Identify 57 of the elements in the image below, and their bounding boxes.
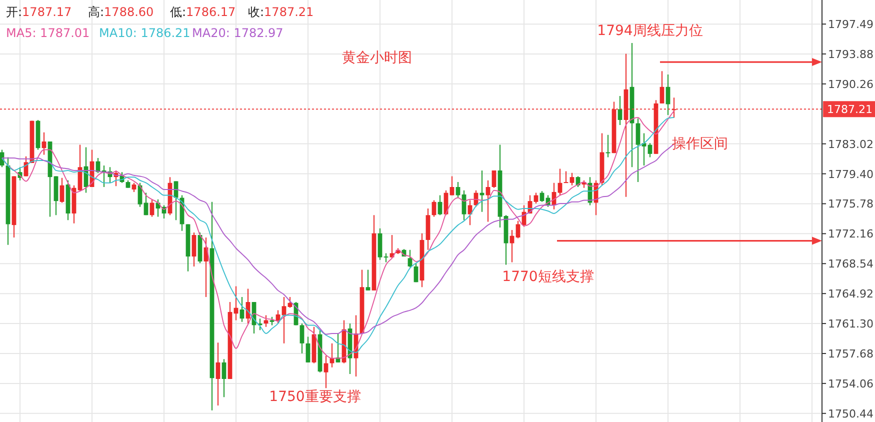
candlestick — [414, 262, 418, 283]
annotation: 开:1787.17 — [6, 5, 72, 19]
text: 黄金小时图 — [342, 50, 412, 66]
candlestick — [570, 172, 574, 186]
y-tick-label: 1779.40 — [828, 168, 874, 181]
text: MA20: 1782.97 — [192, 26, 284, 40]
candlestick — [324, 355, 328, 389]
y-tick-label: 1790.26 — [828, 78, 874, 91]
y-tick-label: 1793.88 — [828, 48, 874, 61]
annotation: 高:1788.60 — [88, 5, 154, 19]
candlestick — [648, 142, 652, 158]
ref-line-label: 1794周线压力位 — [597, 23, 703, 39]
candlestick — [438, 194, 442, 216]
candlestick — [264, 314, 268, 328]
candlestick — [300, 323, 304, 354]
candlestick — [216, 342, 220, 406]
candlestick — [132, 182, 136, 192]
annotation: 收:1787.21 — [248, 5, 314, 19]
ref-line-label: 1787.21 — [827, 103, 872, 116]
candlestick — [480, 170, 484, 212]
candlestick — [516, 220, 520, 239]
annotation: 操作区间 — [672, 136, 728, 152]
candlestick — [378, 228, 382, 260]
y-tick-label: 1750.44 — [828, 407, 874, 420]
y-tick-label: 1797.49 — [828, 18, 874, 32]
annotation: 1750重要支撑 — [269, 389, 361, 405]
candlestick — [306, 336, 310, 363]
candlestick — [240, 296, 244, 322]
candlestick — [192, 232, 196, 267]
candlestick — [666, 74, 670, 116]
y-tick-label: 1754.06 — [828, 377, 874, 390]
candlestick — [60, 177, 64, 204]
text: MA10: 1786.21 — [99, 26, 190, 40]
candlestick — [144, 192, 148, 216]
y-tick-label: 1775.78 — [828, 198, 874, 211]
y-tick-label: 1764.92 — [828, 288, 874, 301]
candlestick — [366, 269, 370, 291]
candlestick — [636, 118, 640, 183]
ref-line-label: 1770短线支撑 — [502, 269, 594, 285]
candlestick — [222, 358, 226, 398]
y-tick-label: 1757.68 — [828, 347, 874, 360]
candlestick — [660, 70, 664, 104]
candlestick — [492, 170, 496, 188]
candlestick — [618, 95, 622, 126]
annotation: 低:1786.17 — [170, 5, 236, 19]
y-tick-label: 1772.16 — [828, 228, 874, 241]
y-tick-label: 1768.54 — [828, 258, 874, 271]
candlestick — [282, 296, 286, 344]
candlestick — [150, 198, 154, 218]
candlestick — [456, 182, 460, 198]
candlestick — [510, 230, 514, 263]
candlestick — [450, 176, 454, 196]
candlestick — [486, 180, 490, 222]
y-tick-label: 1783.02 — [828, 138, 874, 151]
text: MA5: 1787.01 — [6, 26, 90, 40]
y-tick-label: 1761.30 — [828, 318, 874, 331]
candlestick — [558, 168, 562, 196]
